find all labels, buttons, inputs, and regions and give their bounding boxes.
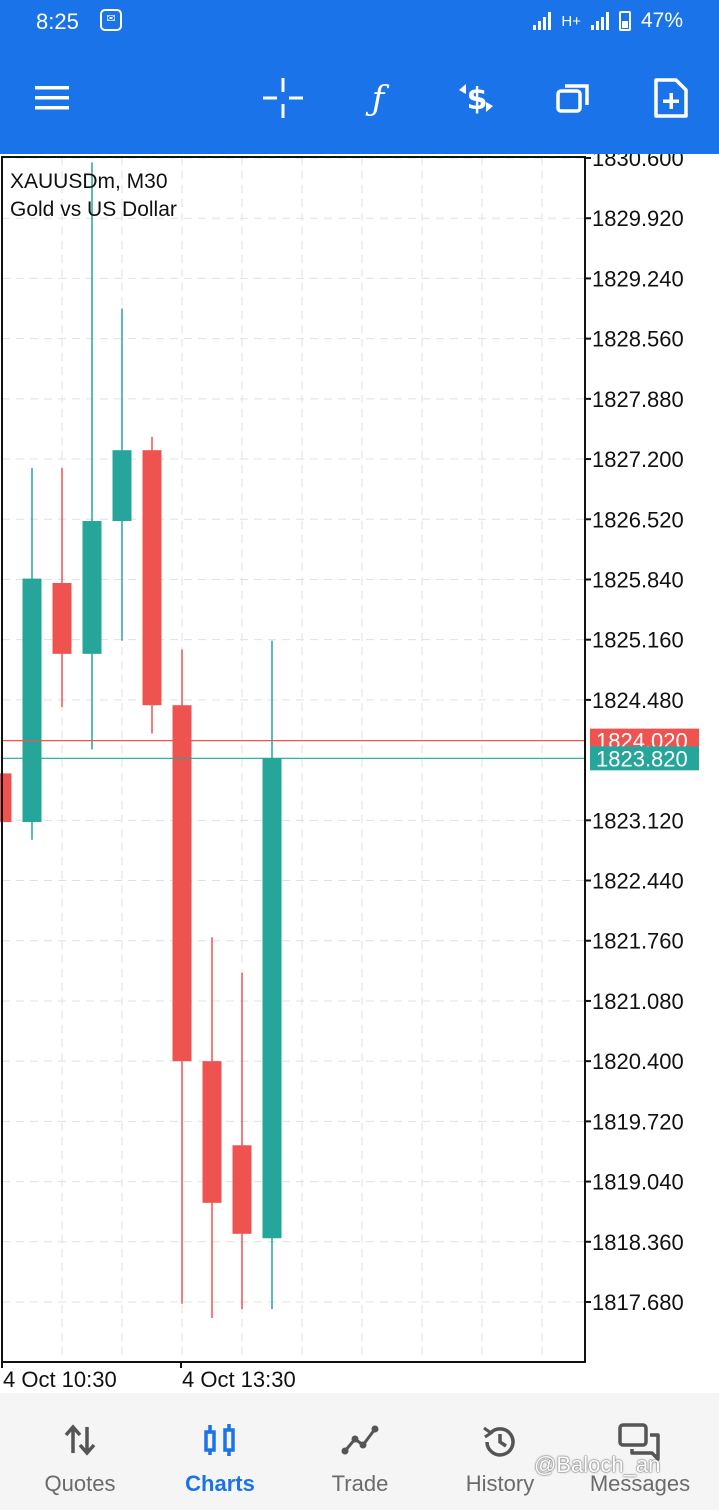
candle [22,467,42,840]
signal-icon [533,12,552,30]
y-tick-label: 1829.240 [592,266,684,291]
charts-icon [204,1424,235,1456]
chart-grid [1,157,585,1362]
chart-title: XAUUSDm, M30 Gold vs US Dollar [10,168,177,224]
y-tick-label: 1824.480 [592,688,684,713]
candle [202,937,222,1318]
candle [142,436,162,734]
nav-quotes-label: Quotes [44,1471,116,1496]
chart-symbol-timeframe: XAUUSDm, M30 [10,170,168,193]
y-tick-label: 1827.880 [592,387,684,412]
signal-icon-2 [590,12,609,30]
candle-body [22,578,42,823]
y-tick-label: 1820.400 [592,1049,684,1074]
y-tick-label: 1830.600 [592,154,684,171]
y-tick-label: 1828.560 [592,327,684,352]
function-icon[interactable]: ƒ [358,78,398,118]
candle [112,308,132,641]
candle [172,649,192,1304]
y-tick-label: 1827.200 [592,447,684,472]
y-tick-label: 1819.720 [592,1109,684,1134]
nav-charts[interactable]: Charts [150,1393,290,1510]
nav-history[interactable]: History [430,1393,570,1510]
windows-icon[interactable] [554,78,594,118]
y-tick-label: 1822.440 [592,869,684,894]
candle-body [82,521,102,654]
candle [82,162,102,750]
candle [232,972,252,1310]
chart-toolbar: ƒ $ [0,42,719,154]
candle-body [142,450,162,706]
candle-body [112,450,132,522]
trade-icon [341,1425,379,1455]
status-time: 8:25 [36,9,79,34]
nav-messages[interactable]: Messages [570,1393,710,1510]
nav-history-label: History [465,1471,535,1496]
quotes-icon [64,1424,96,1456]
y-tick-label: 1825.160 [592,628,684,653]
status-indicators: H+ 47% [533,9,683,33]
battery-level: 47% [640,9,683,32]
bid-price-badge [590,746,699,771]
history-icon [483,1426,515,1457]
candle-body [0,773,12,823]
y-tick-label: 1825.840 [592,567,684,592]
messages-icon [618,1423,660,1461]
x-tick-label: 4 Oct 10:30 [3,1367,117,1392]
plot-frame [1,156,586,1363]
svg-text:ƒ: ƒ [365,79,390,118]
candle-body [202,1061,222,1203]
y-tick-label: 1818.360 [592,1230,684,1255]
candles [0,162,282,1318]
bid-price-label: 1823.820 [596,746,688,771]
y-tick-label: 1829.920 [592,206,684,231]
nav-quotes[interactable]: Quotes [10,1393,150,1510]
price-axis[interactable]: 1830.600 1829.920 1829.240 1828.560 1827.880… [585,154,699,1315]
x-tick-label: 4 Oct 13:30 [182,1367,296,1392]
nav-trade[interactable]: Trade [290,1393,430,1510]
y-tick-label: 1826.520 [592,507,684,532]
menu-icon[interactable] [33,78,73,118]
candle-body [262,758,282,1239]
battery-icon [618,11,631,31]
watermark-text: @Baloch_an [534,1452,661,1477]
candle [262,640,282,1310]
candle-body [52,583,72,654]
nav-trade-label: Trade [331,1471,389,1496]
y-tick-label: 1821.080 [592,989,684,1014]
candle [52,467,72,707]
nav-charts-label: Charts [185,1471,255,1496]
y-tick-label: 1817.680 [592,1290,684,1315]
new-document-icon[interactable] [651,78,691,118]
currency-icon[interactable]: $ [456,78,496,118]
y-tick-label: 1823.120 [592,808,684,833]
price-chart[interactable]: 1830.600 1829.920 1829.240 1828.560 1827.880… [0,154,719,1394]
svg-text:$: $ [467,82,488,117]
y-tick-label: 1821.760 [592,929,684,954]
candle-body [232,1145,252,1234]
price-lines [2,740,585,759]
nav-messages-label: Messages [589,1471,691,1496]
status-bar: 8:25 ✉ H+ 47% [0,0,719,42]
bottom-navigation: Quotes Charts Trade History Messages [0,1393,719,1510]
candle-body [172,705,192,1062]
y-tick-label: 1819.040 [592,1170,684,1195]
chart-symbol-description: Gold vs US Dollar [10,198,177,221]
network-type: H+ [561,12,581,30]
notification-icon: ✉ [100,9,122,31]
crosshair-icon[interactable] [263,78,303,118]
time-axis[interactable]: 4 Oct 10:30 4 Oct 13:30 [1,1362,296,1392]
